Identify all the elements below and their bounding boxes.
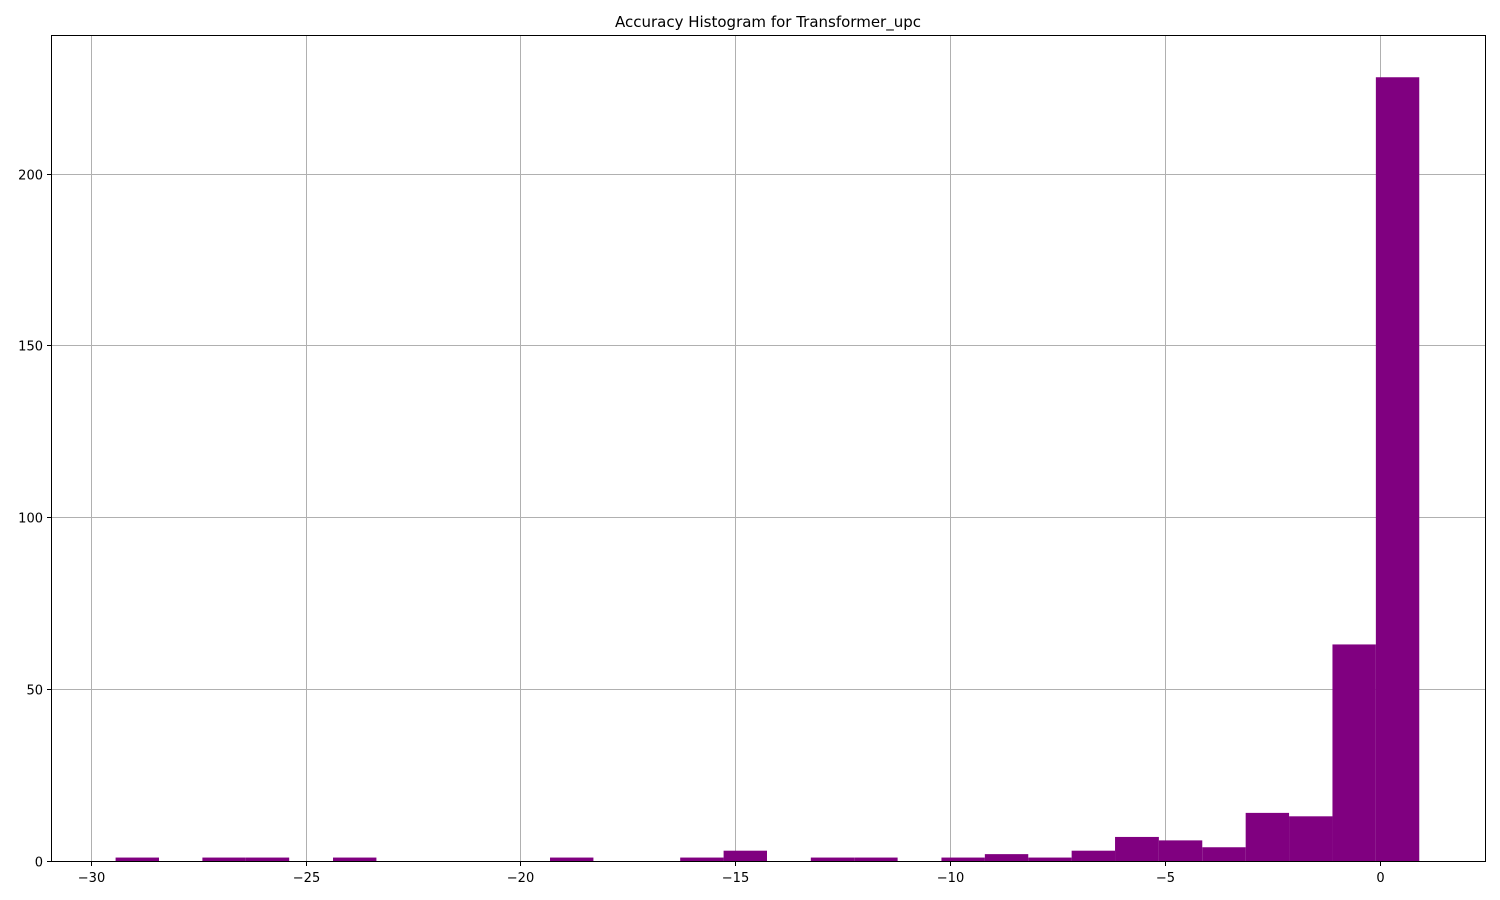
x-tick-label: −25 xyxy=(293,871,320,886)
histogram-bar xyxy=(333,857,377,861)
axis-ticks: −30 −25 −20 −15 −10 −5 0 0 50 100 150 200 xyxy=(18,169,1384,887)
histogram-bar xyxy=(1245,812,1290,862)
histogram-bar xyxy=(1071,850,1116,861)
histogram-bar xyxy=(1158,840,1203,862)
x-tick-label: −20 xyxy=(507,871,534,886)
histogram-bar xyxy=(1375,77,1420,861)
plot-frame xyxy=(51,35,1486,862)
histogram-bar xyxy=(115,857,159,861)
x-tick-label: −30 xyxy=(78,871,105,886)
histogram-bar xyxy=(854,857,898,861)
histogram-bars xyxy=(115,77,1420,862)
histogram-bar xyxy=(245,857,290,861)
histogram-bar xyxy=(723,850,767,861)
y-tick-label: 150 xyxy=(18,340,43,355)
y-tick-label: 200 xyxy=(18,169,43,184)
histogram-bar xyxy=(1202,847,1246,861)
x-tick-label: 0 xyxy=(1376,871,1384,886)
chart-title: Accuracy Histogram for Transformer_upc xyxy=(615,13,921,32)
x-tick-label: −15 xyxy=(722,871,749,886)
histogram-bar xyxy=(1289,816,1333,861)
x-tick-label: −5 xyxy=(1156,871,1175,886)
histogram-bar xyxy=(941,857,985,861)
histogram-bar xyxy=(680,857,724,861)
histogram-bar xyxy=(202,857,246,861)
y-tick-label: 0 xyxy=(35,856,43,871)
histogram-bar xyxy=(984,854,1029,862)
histogram-bar xyxy=(1028,857,1072,861)
histogram-bar xyxy=(810,857,855,861)
y-tick-label: 100 xyxy=(18,512,43,527)
y-tick-label: 50 xyxy=(26,684,43,699)
x-tick-label: −10 xyxy=(937,871,964,886)
grid-lines xyxy=(52,36,1485,862)
histogram-bar xyxy=(550,857,594,861)
histogram-bar xyxy=(1115,836,1159,861)
histogram-bar xyxy=(1332,644,1376,861)
